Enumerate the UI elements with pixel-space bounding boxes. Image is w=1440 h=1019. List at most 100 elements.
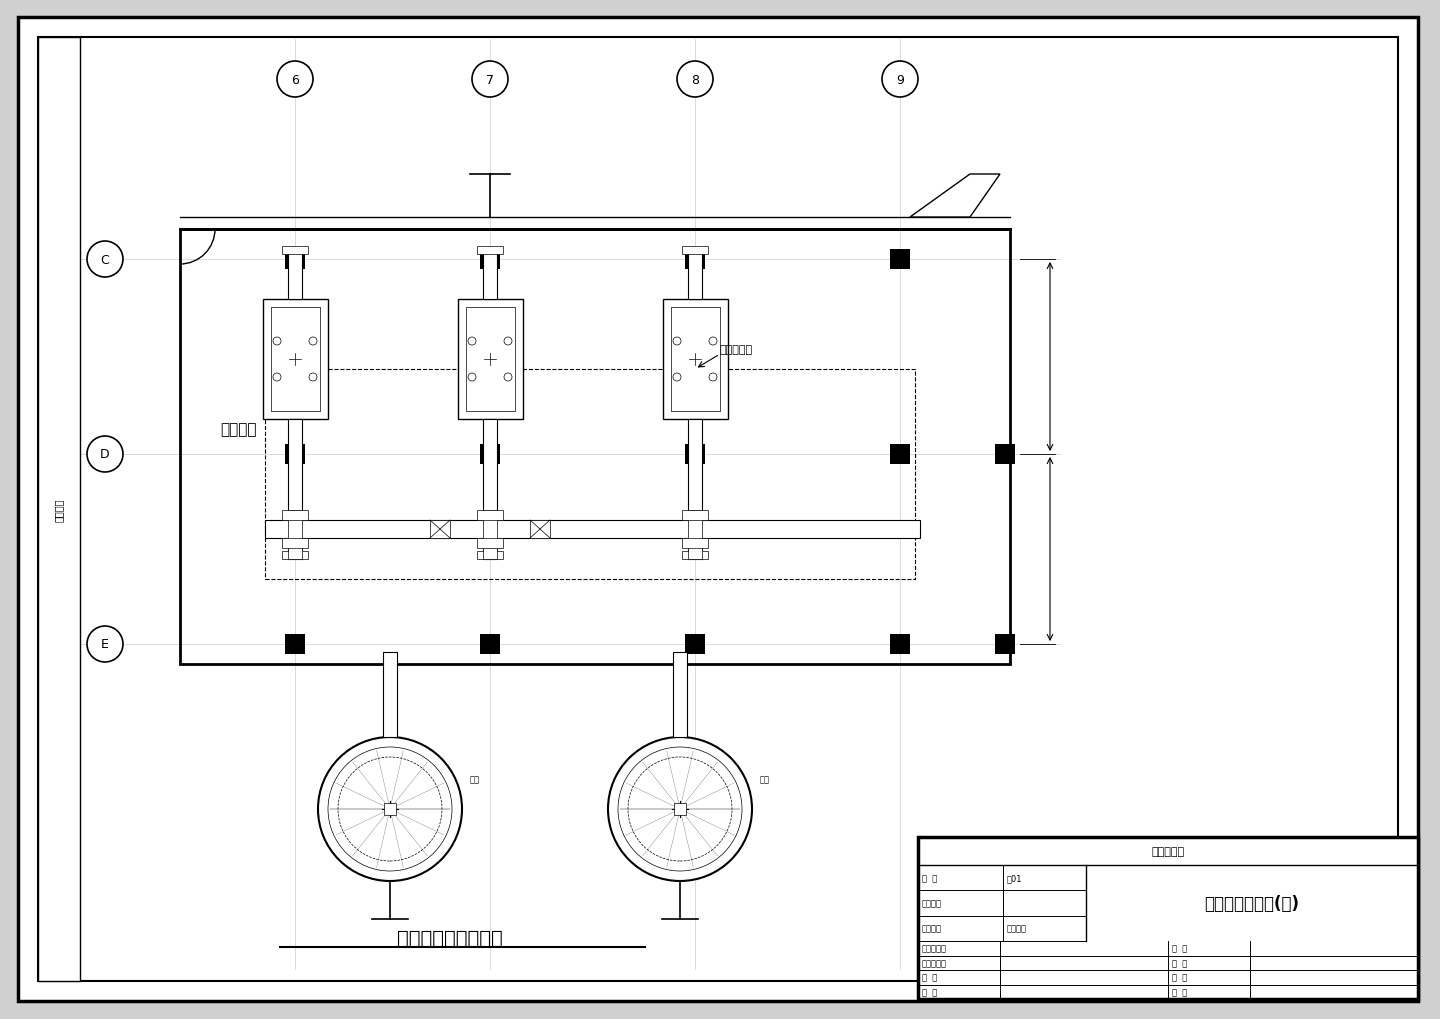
Circle shape xyxy=(708,374,717,382)
Bar xyxy=(262,300,327,420)
Circle shape xyxy=(504,337,513,345)
Circle shape xyxy=(672,374,681,382)
Text: 校  核: 校 核 xyxy=(1172,987,1187,997)
Text: C: C xyxy=(101,254,109,266)
Circle shape xyxy=(274,374,281,382)
Text: 设计阶段: 设计阶段 xyxy=(922,924,942,933)
Bar xyxy=(482,511,497,559)
Text: 建01: 建01 xyxy=(1007,873,1022,882)
Bar xyxy=(477,247,503,255)
Bar xyxy=(480,444,500,465)
Text: 制标布幅: 制标布幅 xyxy=(55,497,63,522)
Bar xyxy=(288,420,302,559)
Bar xyxy=(683,551,708,559)
Bar xyxy=(919,838,1418,999)
Bar xyxy=(285,635,305,654)
Bar xyxy=(890,444,910,465)
Bar xyxy=(674,803,685,815)
Bar xyxy=(995,444,1015,465)
Bar xyxy=(672,652,687,738)
Text: 审  核: 审 核 xyxy=(922,973,937,981)
Bar xyxy=(37,38,81,981)
Bar xyxy=(995,635,1015,654)
Bar xyxy=(282,551,308,559)
Text: 6: 6 xyxy=(291,73,300,87)
Bar xyxy=(890,250,910,270)
Bar xyxy=(265,370,914,580)
Bar xyxy=(685,444,706,465)
Circle shape xyxy=(86,627,122,662)
Bar xyxy=(465,308,514,412)
Circle shape xyxy=(468,337,477,345)
Bar xyxy=(458,300,523,420)
Bar xyxy=(180,229,1009,664)
Text: 审  定: 审 定 xyxy=(922,987,937,997)
Text: 9: 9 xyxy=(896,73,904,87)
Bar xyxy=(282,247,308,255)
Text: 工程编号: 工程编号 xyxy=(922,899,942,908)
Bar xyxy=(477,551,503,559)
Polygon shape xyxy=(910,175,999,218)
Circle shape xyxy=(708,337,717,345)
Circle shape xyxy=(468,374,477,382)
Bar xyxy=(288,250,302,300)
Circle shape xyxy=(608,738,752,881)
Bar xyxy=(671,308,720,412)
Bar xyxy=(662,300,727,420)
Bar xyxy=(688,511,703,559)
Bar xyxy=(683,538,708,548)
Text: 设计负责人: 设计负责人 xyxy=(922,958,948,967)
Circle shape xyxy=(276,62,312,98)
Text: 初步设计: 初步设计 xyxy=(1007,924,1027,933)
Circle shape xyxy=(677,62,713,98)
Text: 鼓风机房: 鼓风机房 xyxy=(220,422,256,437)
Bar xyxy=(282,538,308,548)
Bar xyxy=(285,250,305,270)
Circle shape xyxy=(881,62,919,98)
Bar xyxy=(288,511,302,559)
Bar xyxy=(480,635,500,654)
Circle shape xyxy=(472,62,508,98)
Bar xyxy=(482,250,497,300)
Text: 7: 7 xyxy=(487,73,494,87)
Text: 制  图: 制 图 xyxy=(1172,958,1187,967)
Bar xyxy=(683,511,708,521)
Bar xyxy=(383,652,397,738)
Circle shape xyxy=(310,337,317,345)
Bar xyxy=(688,420,703,559)
Text: 罗茨: 罗茨 xyxy=(760,774,770,784)
Text: D: D xyxy=(101,448,109,461)
Text: 喷瑞儒滴缺？？酸？: 喷瑞儒滴缺？？酸？ xyxy=(397,927,503,947)
Bar xyxy=(282,511,308,521)
Text: 图  号: 图 号 xyxy=(922,873,937,882)
Text: 专业负责人: 专业负责人 xyxy=(922,944,948,953)
Text: 8: 8 xyxy=(691,73,698,87)
Bar xyxy=(285,444,305,465)
Text: 罗茨鼓风机: 罗茨鼓风机 xyxy=(720,344,753,355)
Circle shape xyxy=(310,374,317,382)
Bar xyxy=(683,247,708,255)
Bar xyxy=(384,803,396,815)
Text: 罗茨: 罗茨 xyxy=(469,774,480,784)
Text: 污水处理厂: 污水处理厂 xyxy=(1152,846,1185,856)
Text: 设  计: 设 计 xyxy=(1172,973,1187,981)
Bar xyxy=(477,538,503,548)
Bar xyxy=(482,420,497,559)
Bar xyxy=(480,250,500,270)
Bar xyxy=(688,250,703,300)
Text: 鼓风机房工艺图(一): 鼓风机房工艺图(一) xyxy=(1204,894,1299,912)
Circle shape xyxy=(274,337,281,345)
Circle shape xyxy=(672,337,681,345)
Circle shape xyxy=(318,738,462,881)
Bar xyxy=(431,521,451,538)
Circle shape xyxy=(86,436,122,473)
Text: 日  期: 日 期 xyxy=(1172,944,1187,953)
Text: E: E xyxy=(101,638,109,651)
Bar xyxy=(477,511,503,521)
Bar xyxy=(685,250,706,270)
Circle shape xyxy=(504,374,513,382)
Bar xyxy=(890,635,910,654)
Bar xyxy=(271,308,320,412)
Bar xyxy=(265,521,920,538)
Circle shape xyxy=(86,242,122,278)
